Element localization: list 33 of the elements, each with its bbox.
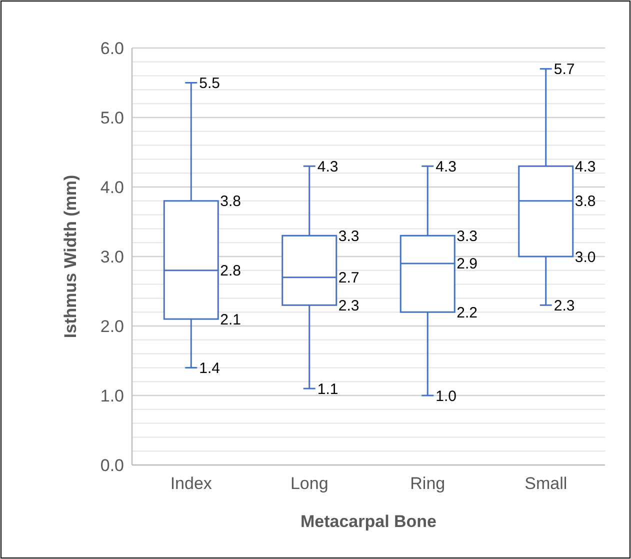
annotation: 4.3 (317, 158, 338, 176)
y-tick-label: 6.0 (100, 38, 124, 58)
x-axis-title: Metacarpal Bone (300, 512, 437, 531)
annotation: 2.3 (338, 297, 360, 314)
annotation: 3.8 (220, 193, 241, 210)
annotation: 2.7 (338, 270, 360, 287)
y-tick-label: 5.0 (100, 108, 124, 128)
annotation: 5.5 (199, 75, 220, 92)
x-tick-label: Ring (410, 474, 446, 493)
annotation: 3.3 (338, 228, 360, 245)
x-tick-label: Small (524, 474, 568, 493)
annotation: 1.0 (436, 388, 456, 405)
annotation: 3.0 (574, 248, 596, 266)
annotation: 2.9 (456, 256, 478, 273)
annotation: 2.3 (554, 297, 575, 314)
annotation: 4.3 (574, 158, 596, 176)
annotation: 5.7 (554, 61, 575, 78)
y-axis-title: Isthmus Width (mm) (61, 174, 80, 338)
annotation: 3.8 (574, 193, 596, 210)
x-tick-label: Long (290, 474, 328, 493)
annotation: 1.1 (317, 380, 338, 398)
y-tick-label: 1.0 (100, 386, 124, 406)
x-tick-label: Index (170, 474, 212, 493)
annotation: 2.8 (220, 262, 241, 280)
y-tick-label: 0.0 (100, 456, 124, 475)
annotation: 2.2 (456, 304, 478, 322)
y-tick-label: 2.0 (100, 316, 124, 336)
annotation: 3.3 (456, 228, 478, 245)
annotation: 2.1 (220, 311, 241, 328)
y-tick-label: 4.0 (100, 178, 124, 197)
annotation: 4.3 (436, 158, 456, 176)
annotation: 1.4 (199, 360, 220, 377)
y-tick-label: 3.0 (100, 247, 124, 266)
